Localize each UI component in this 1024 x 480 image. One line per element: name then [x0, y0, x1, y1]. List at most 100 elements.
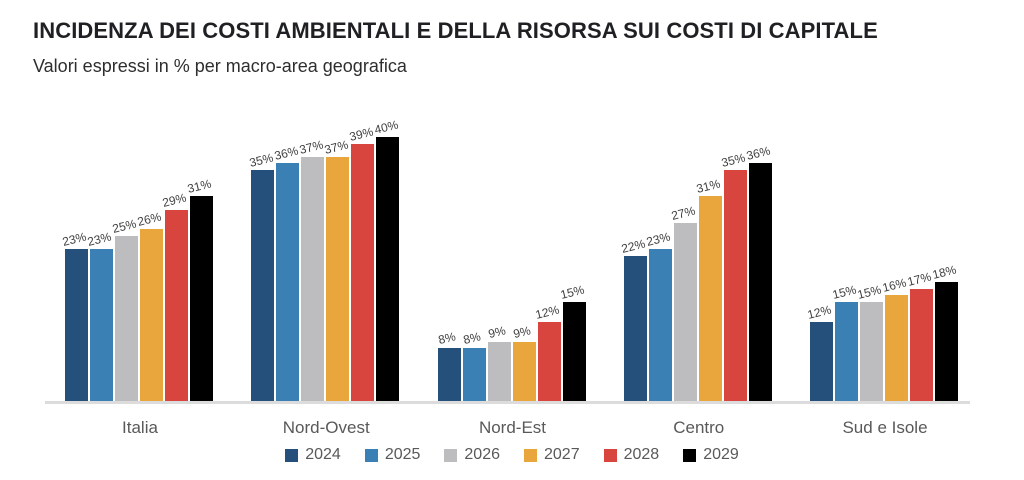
category-label-centro: Centro	[673, 418, 725, 437]
legend-swatch-icon	[683, 448, 697, 462]
category-label-nord-est: Nord-Est	[478, 418, 547, 437]
bar-group-italia: 23% 23% 25% 26% 29% 31%	[61, 176, 215, 401]
bar-nord-est-2024	[437, 348, 461, 401]
bar-nord-est-2027	[512, 342, 536, 401]
legend-label: 2024	[305, 446, 341, 463]
data-label: 23%	[86, 229, 114, 249]
bar-col-italia-2025: 23%	[86, 229, 114, 401]
bar-centro-2027	[698, 196, 722, 401]
bar-nord-ovest-2025	[276, 163, 300, 401]
bar-italia-2028	[165, 210, 188, 401]
bar-nord-ovest-2026	[301, 157, 325, 401]
bar-italia-2027	[140, 229, 163, 401]
data-label: 40%	[372, 117, 400, 137]
category-label-sud-e-isole: Sud e Isole	[842, 418, 928, 437]
data-label: 15%	[831, 282, 859, 302]
legend-entry-2027: 2027	[524, 446, 580, 464]
legend-swatch-icon	[524, 448, 537, 462]
bar-nord-ovest-2029	[376, 137, 400, 401]
bar-col-centro-2028: 35%	[720, 151, 747, 401]
legend-swatch-icon	[444, 448, 458, 462]
data-label: 12%	[533, 302, 561, 322]
bar-sud-e-isole-2028	[910, 289, 933, 401]
legend-entry-2028: 2028	[603, 446, 660, 464]
bar-nord-ovest-2028	[351, 144, 375, 401]
bar-nord-est-2028	[537, 322, 561, 401]
bar-group-centro: 22% 23% 27% 31% 35% 36%	[620, 144, 774, 401]
plot-area: 23% 23% 25% 26% 29% 31% 35% 36% 37% 37% 39% 40% 8% 8%…	[45, 114, 970, 404]
data-label: 8%	[437, 329, 458, 348]
bar-col-italia-2026: 25%	[111, 217, 138, 401]
category-label-italia: Italia	[122, 418, 158, 437]
bar-col-centro-2027: 31%	[695, 177, 722, 401]
bar-italia-2024	[65, 249, 88, 401]
data-label: 9%	[512, 323, 533, 342]
legend-label: 2026	[464, 446, 500, 463]
category-label-nord-ovest: Nord-Ovest	[282, 418, 370, 437]
legend-entry-2029: 2029	[683, 446, 739, 464]
bar-centro-2024	[623, 256, 647, 401]
bar-col-nord-est-2024: 8%	[437, 329, 461, 401]
legend-label: 2029	[703, 446, 739, 463]
bar-col-nord-ovest-2025: 36%	[272, 143, 300, 401]
data-label: 36%	[272, 143, 300, 163]
data-label: 22%	[620, 236, 647, 256]
bar-italia-2026	[115, 236, 138, 401]
legend-label: 2027	[544, 446, 580, 463]
bar-col-centro-2025: 23%	[645, 230, 672, 401]
bar-col-sud-e-isole-2025: 15%	[831, 282, 859, 401]
bar-col-centro-2029: 36%	[745, 144, 772, 401]
bar-col-italia-2028: 29%	[161, 190, 189, 401]
legend-swatch-icon	[364, 448, 378, 462]
chart-title: INCIDENZA DEI COSTI AMBIENTALI E DELLA R…	[33, 18, 878, 43]
data-label: 31%	[186, 176, 214, 196]
data-label: 35%	[720, 150, 747, 170]
data-label: 9%	[487, 323, 508, 342]
bar-col-sud-e-isole-2026: 15%	[856, 283, 883, 401]
bar-italia-2029	[190, 196, 213, 401]
bar-centro-2025	[648, 249, 672, 401]
data-label: 37%	[297, 137, 325, 157]
data-label: 29%	[161, 190, 189, 210]
bar-group-nord-ovest: 35% 36% 37% 37% 39% 40%	[248, 117, 401, 401]
bar-col-italia-2027: 26%	[136, 209, 164, 401]
data-label: 39%	[347, 124, 375, 144]
legend-swatch-icon	[603, 448, 617, 462]
data-label: 15%	[558, 282, 586, 302]
bar-nord-est-2029	[562, 302, 586, 401]
data-label: 23%	[645, 229, 672, 249]
bar-col-nord-ovest-2027: 37%	[323, 138, 350, 401]
bar-group-nord-est: 8% 8% 9% 9% 12% 15%	[437, 282, 588, 401]
bar-col-italia-2024: 23%	[61, 230, 88, 401]
bar-col-nord-est-2028: 12%	[534, 303, 561, 401]
chart-header: INCIDENZA DEI COSTI AMBIENTALI E DELLA R…	[0, 0, 1024, 77]
bar-group-sud-e-isole: 12% 15% 15% 16% 17% 18%	[806, 263, 960, 401]
bar-col-italia-2029: 31%	[186, 176, 214, 401]
bar-centro-2029	[748, 163, 772, 401]
bar-centro-2026	[673, 223, 697, 401]
bar-col-sud-e-isole-2027: 16%	[881, 275, 909, 401]
bar-col-nord-ovest-2029: 40%	[372, 117, 400, 401]
legend-swatch-icon	[285, 448, 299, 462]
data-label: 27%	[670, 203, 697, 223]
bar-sud-e-isole-2026	[860, 302, 883, 401]
bar-col-nord-ovest-2026: 37%	[297, 137, 325, 401]
bar-col-nord-ovest-2028: 39%	[347, 124, 375, 401]
bar-nord-est-2025	[462, 348, 486, 401]
chart-subtitle: Valori espressi in % per macro-area geog…	[33, 56, 407, 76]
bar-col-sud-e-isole-2028: 17%	[906, 269, 934, 401]
data-label: 12%	[806, 302, 834, 322]
data-label: 36%	[745, 143, 772, 163]
data-label: 17%	[906, 269, 934, 289]
data-label: 16%	[881, 275, 909, 295]
legend: 2024 2025 2026 2027 2028 2029	[0, 446, 1024, 464]
bar-centro-2028	[723, 170, 747, 401]
bar-col-nord-est-2027: 9%	[512, 323, 536, 401]
data-label: 26%	[136, 209, 164, 229]
legend-label: 2028	[623, 446, 660, 463]
bar-col-sud-e-isole-2024: 12%	[806, 302, 834, 401]
bar-nord-ovest-2027	[326, 157, 350, 401]
data-label: 8%	[462, 329, 483, 348]
legend-entry-2026: 2026	[444, 446, 500, 464]
